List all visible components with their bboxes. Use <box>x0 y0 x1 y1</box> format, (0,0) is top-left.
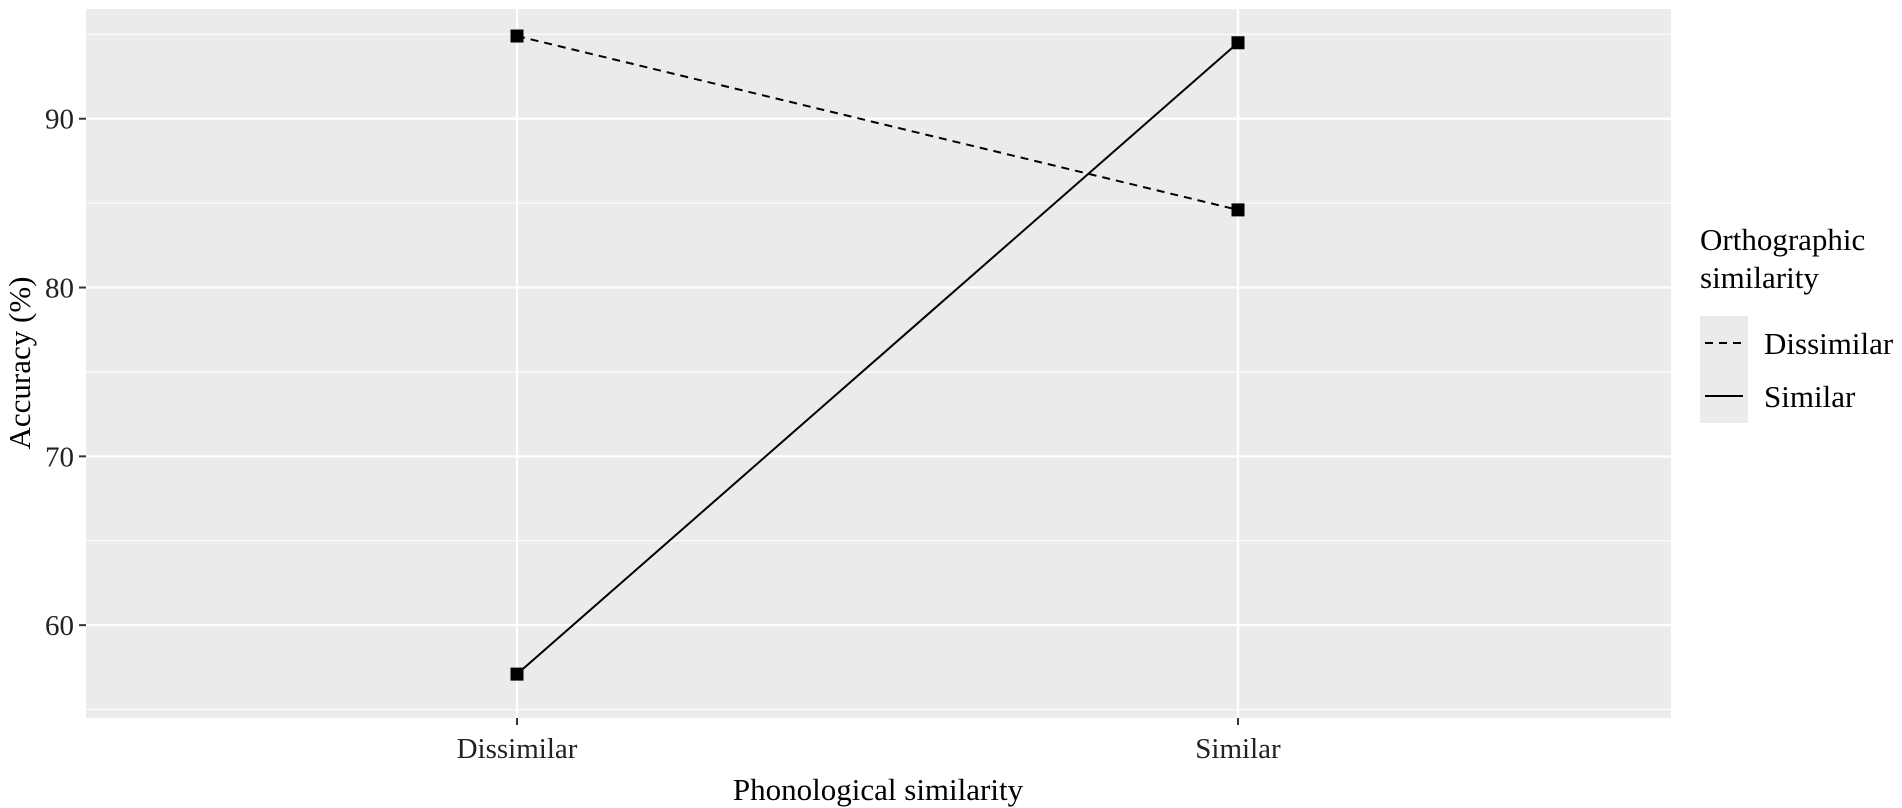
x-axis-title: Phonological similarity <box>733 772 1024 807</box>
legend-title-line-1: Orthographic <box>1700 222 1865 257</box>
y-tick-label: 60 <box>45 610 74 642</box>
series-line-dissimilar <box>516 35 1239 211</box>
data-point-similar <box>1231 36 1245 50</box>
x-tick-label: Similar <box>1195 733 1281 765</box>
data-point-dissimilar <box>1231 203 1245 217</box>
legend-label-similar: Similar <box>1764 379 1856 414</box>
legend-title-line-2: similarity <box>1700 260 1819 295</box>
x-tick-label: Dissimilar <box>457 733 578 765</box>
y-tick-label: 90 <box>45 104 74 136</box>
legend: Orthographic similarity Dissimilar Simil… <box>1700 222 1894 423</box>
y-tick-label: 70 <box>45 441 74 473</box>
data-points <box>510 29 1245 681</box>
series-line-similar <box>516 42 1239 675</box>
legend-key-background <box>1700 316 1748 423</box>
y-axis-title: Accuracy (%) <box>2 277 37 450</box>
data-point-similar <box>510 667 524 681</box>
minor-gridlines <box>86 33 1671 711</box>
major-gridlines <box>86 9 1671 718</box>
plot-panel <box>86 9 1671 718</box>
x-axis: Dissimilar Similar <box>457 718 1281 765</box>
y-tick-label: 80 <box>45 273 74 305</box>
legend-label-dissimilar: Dissimilar <box>1764 326 1894 361</box>
y-axis: 60 70 80 90 <box>45 104 86 642</box>
series-lines <box>516 35 1239 675</box>
data-point-dissimilar <box>510 29 524 43</box>
